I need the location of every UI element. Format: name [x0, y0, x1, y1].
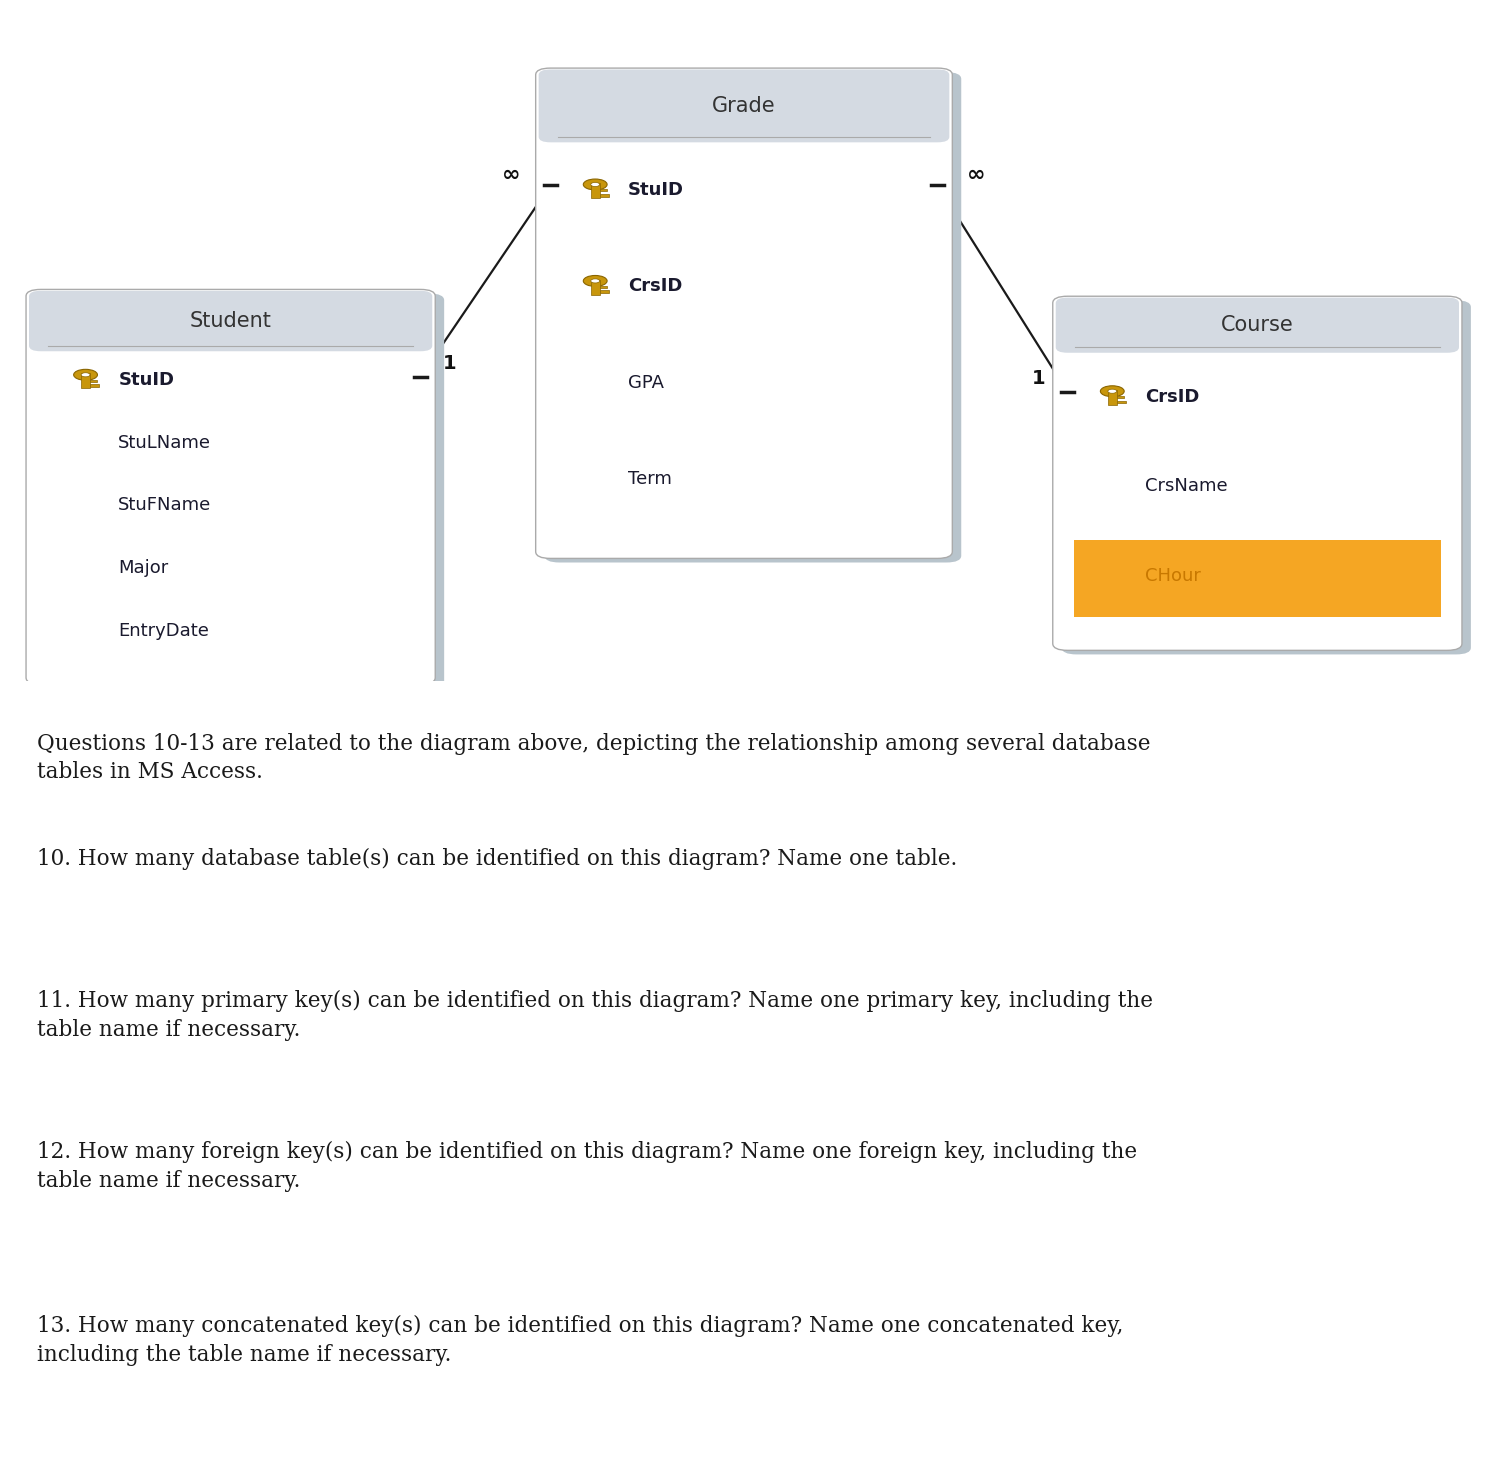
Text: CrsName: CrsName — [1146, 478, 1228, 495]
FancyBboxPatch shape — [1054, 296, 1463, 650]
FancyBboxPatch shape — [34, 293, 445, 688]
FancyBboxPatch shape — [25, 289, 436, 684]
Bar — [600, 195, 609, 196]
Text: ∞: ∞ — [967, 165, 985, 184]
Text: Term: Term — [628, 470, 671, 488]
Bar — [591, 183, 600, 198]
Text: GPA: GPA — [628, 374, 664, 392]
FancyBboxPatch shape — [1062, 301, 1472, 654]
Text: 11. How many primary key(s) can be identified on this diagram? Name one primary : 11. How many primary key(s) can be ident… — [37, 991, 1153, 1041]
Text: StuFName: StuFName — [118, 497, 211, 514]
FancyBboxPatch shape — [536, 68, 952, 559]
Circle shape — [73, 370, 97, 380]
Text: CHour: CHour — [1146, 567, 1201, 585]
Circle shape — [1107, 389, 1116, 394]
Text: Questions 10-13 are related to the diagram above, depicting the relationship amo: Questions 10-13 are related to the diagr… — [37, 733, 1150, 783]
Circle shape — [591, 183, 600, 187]
Bar — [80, 373, 89, 389]
Text: CrsID: CrsID — [628, 277, 683, 295]
Bar — [600, 189, 607, 192]
Bar — [1107, 389, 1117, 405]
Text: 10. How many database table(s) can be identified on this diagram? Name one table: 10. How many database table(s) can be id… — [37, 848, 957, 870]
Text: 13. How many concatenated key(s) can be identified on this diagram? Name one con: 13. How many concatenated key(s) can be … — [37, 1315, 1123, 1366]
Text: 12. How many foreign key(s) can be identified on this diagram? Name one foreign : 12. How many foreign key(s) can be ident… — [37, 1141, 1137, 1192]
Text: ∞: ∞ — [503, 165, 521, 184]
Text: StuID: StuID — [118, 371, 174, 389]
Bar — [600, 286, 607, 287]
Text: Grade: Grade — [713, 96, 775, 116]
Text: Student: Student — [189, 311, 272, 332]
Bar — [1074, 541, 1442, 616]
Bar — [91, 379, 98, 382]
FancyBboxPatch shape — [545, 72, 961, 563]
FancyBboxPatch shape — [28, 290, 433, 351]
Text: Major: Major — [118, 559, 168, 576]
Text: Course: Course — [1222, 315, 1293, 335]
Text: 1: 1 — [1031, 368, 1045, 388]
FancyBboxPatch shape — [539, 69, 949, 143]
Text: StuLName: StuLName — [118, 433, 211, 453]
Bar — [1117, 401, 1126, 404]
Circle shape — [80, 373, 91, 377]
Circle shape — [591, 279, 600, 283]
Bar — [591, 280, 600, 295]
Bar — [1117, 397, 1125, 398]
Circle shape — [1101, 386, 1125, 397]
Text: 1: 1 — [443, 354, 457, 373]
FancyBboxPatch shape — [1056, 298, 1460, 352]
Circle shape — [583, 178, 607, 190]
Bar — [600, 290, 609, 293]
Bar — [91, 385, 100, 388]
Text: EntryDate: EntryDate — [118, 622, 210, 640]
Text: CrsID: CrsID — [1146, 388, 1199, 405]
Text: StuID: StuID — [628, 181, 684, 199]
Circle shape — [583, 276, 607, 286]
